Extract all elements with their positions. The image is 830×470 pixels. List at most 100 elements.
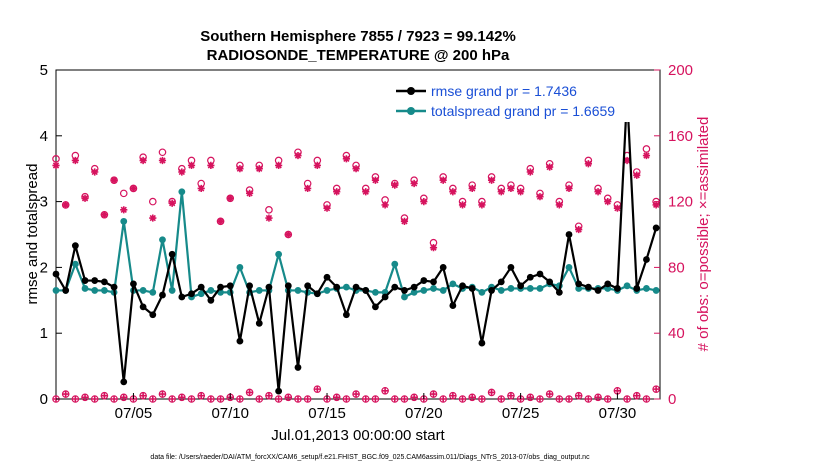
rmse-point bbox=[100, 278, 108, 286]
obs-assimilated-point bbox=[381, 201, 389, 209]
obs-assimilated-point bbox=[265, 214, 273, 222]
obs-assimilated-point bbox=[129, 184, 138, 193]
legend-marker-rmse bbox=[407, 87, 415, 95]
obs-assimilated-point bbox=[81, 194, 89, 202]
obs-baseline-assimilated-point bbox=[188, 395, 196, 403]
obs-assimilated-point bbox=[555, 201, 563, 209]
obs-assimilated-point bbox=[546, 163, 554, 171]
rmse-point bbox=[526, 273, 534, 281]
axis-ticks: 07/05 07/10 07/15 07/20 07/25 07/30 0 1 2 3 4 5 0 40 8… bbox=[40, 62, 693, 422]
rmse-point bbox=[362, 287, 370, 294]
obs-baseline-assimilated-point bbox=[304, 395, 312, 403]
obs-baseline-assimilated-point bbox=[371, 395, 379, 403]
obs-baseline-assimilated-point bbox=[275, 395, 283, 403]
obs-assimilated-point bbox=[458, 201, 467, 209]
rmse-point bbox=[226, 282, 234, 290]
obs-baseline-assimilated-point bbox=[100, 392, 108, 400]
rmse-point bbox=[120, 378, 128, 386]
obs-assimilated-point bbox=[507, 184, 515, 193]
obs-assimilated-point bbox=[158, 156, 167, 165]
rmse-point bbox=[536, 270, 544, 278]
obs-assimilated-point bbox=[652, 201, 660, 209]
obs-assimilated-point bbox=[100, 211, 108, 219]
rmse-point bbox=[652, 224, 660, 232]
rmse-point bbox=[449, 302, 457, 309]
obs-baseline-assimilated-point bbox=[265, 392, 273, 400]
totalspread-point bbox=[159, 236, 166, 244]
rmse-point bbox=[188, 290, 195, 298]
legend-box bbox=[392, 80, 658, 122]
totalspread-point bbox=[275, 250, 283, 258]
obs-baseline-assimilated-point bbox=[633, 392, 641, 400]
y-tick-label: 2 bbox=[40, 259, 48, 276]
obs-assimilated-point bbox=[187, 161, 196, 170]
obs-assimilated-point bbox=[594, 188, 602, 196]
legend: rmse grand pr = 1.7436 totalspread grand… bbox=[392, 80, 658, 122]
obs-baseline-assimilated-point bbox=[139, 392, 147, 400]
obs-assimilated-point bbox=[565, 184, 573, 193]
obs-assimilated-point bbox=[333, 188, 341, 196]
rmse-point bbox=[81, 277, 89, 284]
totalspread-point bbox=[149, 289, 157, 296]
rmse-point bbox=[633, 285, 641, 292]
obs-baseline-assimilated-point bbox=[120, 393, 128, 401]
rmse-point bbox=[333, 283, 341, 291]
y2-tick-label: 0 bbox=[668, 391, 676, 408]
totalspread-point bbox=[255, 287, 263, 294]
obs-baseline-assimilated-point bbox=[430, 390, 437, 398]
obs-baseline-assimilated-point bbox=[594, 393, 602, 401]
obs-assimilated-point bbox=[449, 188, 457, 196]
obs-baseline-assimilated-point bbox=[488, 388, 496, 396]
obs-baseline-assimilated-point bbox=[342, 395, 350, 403]
rmse-point bbox=[284, 282, 292, 290]
y-axis-label-left: rmse and totalspread bbox=[24, 164, 41, 305]
obs-baseline-assimilated-point bbox=[313, 385, 321, 393]
y-tick-label: 5 bbox=[40, 62, 48, 79]
obs-baseline-assimilated-point bbox=[400, 395, 408, 403]
y2-tick-label: 80 bbox=[668, 259, 685, 276]
obs-baseline-assimilated-point bbox=[149, 395, 157, 403]
legend-marker-spread bbox=[407, 107, 415, 115]
obs-possible-point bbox=[119, 189, 128, 198]
rmse-point bbox=[594, 287, 602, 294]
totalspread-point bbox=[372, 289, 379, 296]
totalspread-point bbox=[497, 287, 505, 294]
totalspread-point bbox=[536, 285, 544, 292]
x-axis-label: Jul.01,2013 00:00:00 start bbox=[271, 427, 445, 444]
obs-baseline-assimilated-point bbox=[575, 392, 583, 400]
x-tick-label: 07/20 bbox=[405, 405, 443, 422]
obs-baseline-assimilated-point bbox=[217, 395, 225, 403]
obs-baseline-assimilated-point bbox=[497, 395, 505, 403]
obs-assimilated-point bbox=[584, 160, 592, 168]
x-tick-label: 07/25 bbox=[502, 405, 540, 422]
rmse-point bbox=[497, 278, 505, 286]
obs-assimilated-point bbox=[371, 176, 380, 184]
obs-baseline-assimilated-point bbox=[546, 390, 554, 398]
rmse-point bbox=[236, 337, 244, 345]
obs-assimilated-point bbox=[400, 217, 409, 225]
obs-baseline-assimilated-point bbox=[468, 393, 476, 401]
obs-possible-point bbox=[158, 148, 167, 157]
obs-baseline-assimilated-point bbox=[536, 395, 544, 403]
rmse-point bbox=[197, 283, 205, 291]
rmse-point bbox=[71, 242, 79, 250]
rmse-point bbox=[52, 270, 60, 278]
obs-baseline-assimilated-point bbox=[207, 395, 215, 403]
x-tick-label: 07/10 bbox=[211, 405, 249, 422]
obs-assimilated-point bbox=[52, 161, 60, 170]
obs-assimilated-point bbox=[304, 184, 312, 193]
obs-assimilated-point bbox=[633, 171, 641, 179]
rmse-point bbox=[555, 289, 563, 296]
totalspread-point bbox=[401, 293, 408, 301]
totalspread-point bbox=[643, 285, 650, 292]
x-tick-label: 07/30 bbox=[599, 405, 637, 422]
rmse-point bbox=[207, 296, 215, 304]
totalspread-point bbox=[565, 264, 573, 271]
totalspread-point bbox=[410, 289, 418, 296]
obs-assimilated-point bbox=[245, 189, 254, 197]
data-series bbox=[52, 91, 660, 403]
rmse-point bbox=[313, 290, 321, 298]
legend-label-rmse: rmse grand pr = 1.7436 bbox=[431, 83, 577, 99]
obs-assimilated-point bbox=[420, 198, 428, 206]
